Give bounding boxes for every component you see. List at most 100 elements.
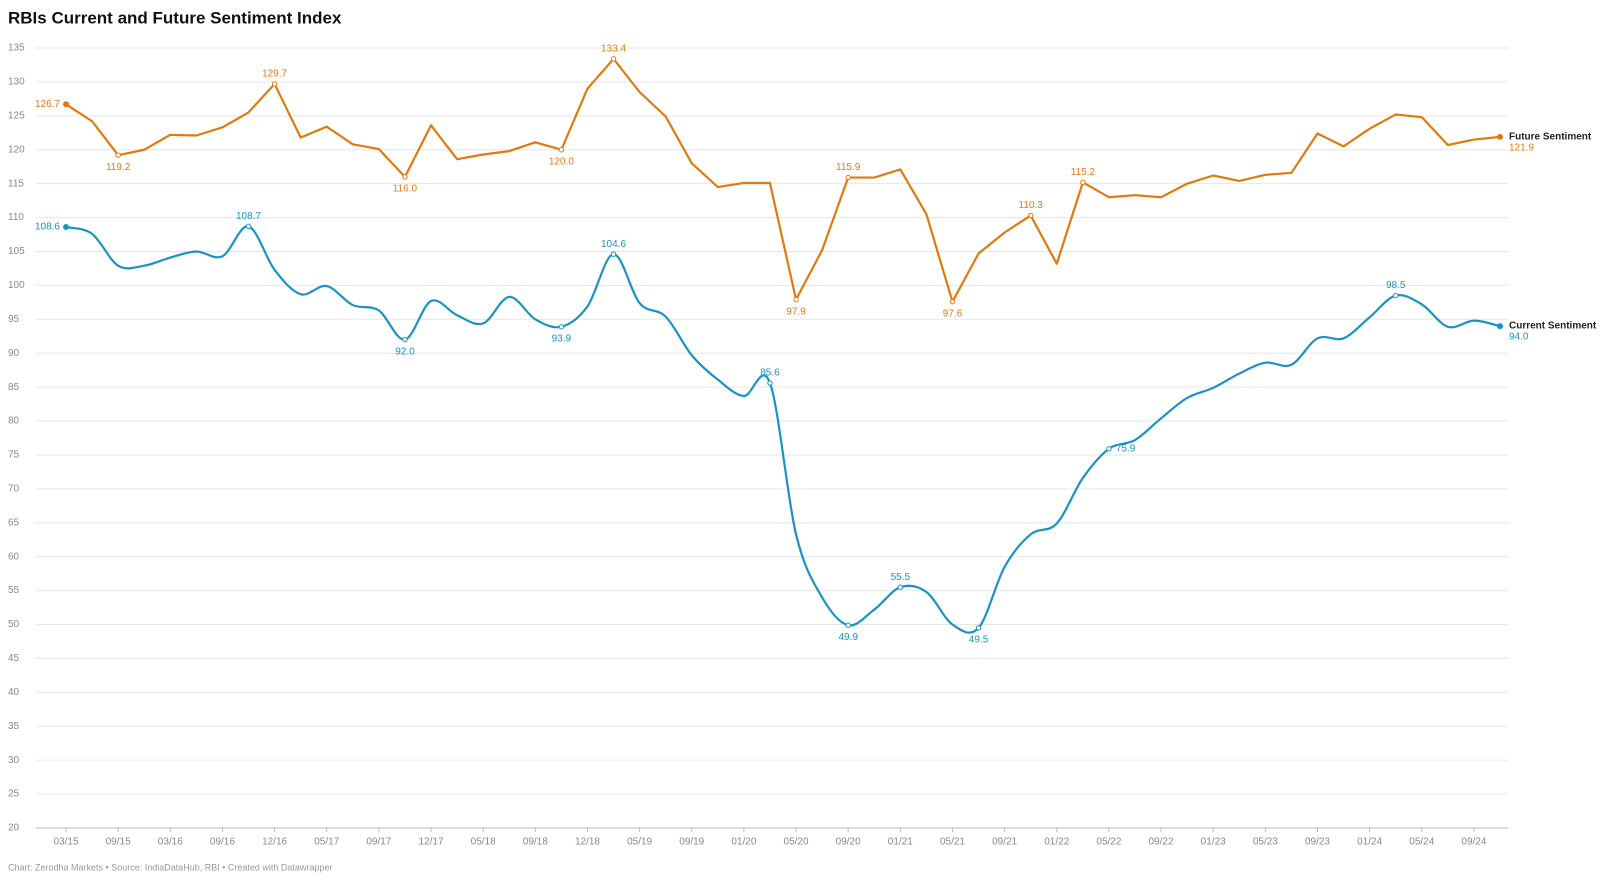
x-tick-label: 09/18	[523, 837, 548, 848]
x-tick-label: 01/20	[731, 837, 756, 848]
y-tick-label: 85	[8, 382, 20, 393]
y-tick-label: 30	[8, 755, 20, 766]
y-tick-label: 110	[8, 212, 24, 223]
label-marker	[558, 324, 565, 330]
value-label: 119.2	[106, 162, 131, 173]
label-marker	[1106, 446, 1112, 452]
y-tick-label: 25	[8, 789, 20, 800]
y-tick-label: 105	[8, 246, 25, 257]
label-marker	[897, 584, 904, 590]
value-label: 126.7	[35, 99, 60, 110]
value-label: 110.3	[1019, 200, 1044, 211]
x-tick-label: 05/20	[784, 837, 809, 848]
y-tick-label: 100	[8, 280, 25, 291]
y-tick-label: 20	[8, 823, 20, 834]
x-tick-label: 09/15	[106, 837, 131, 848]
end-marker	[1497, 133, 1503, 140]
value-label: 93.9	[552, 333, 572, 344]
y-tick-label: 115	[8, 178, 24, 189]
label-marker	[245, 223, 252, 230]
x-tick-label: 05/19	[627, 837, 652, 848]
label-marker	[402, 336, 408, 343]
y-tick-label: 35	[8, 721, 20, 732]
label-marker	[271, 81, 278, 87]
label-marker	[845, 174, 851, 181]
y-tick-label: 70	[8, 484, 20, 495]
y-tick-label: 75	[8, 450, 20, 461]
end-marker	[1497, 323, 1503, 330]
label-marker	[402, 174, 408, 180]
x-tick-label: 09/20	[836, 837, 861, 848]
label-marker	[845, 622, 851, 628]
end-marker	[63, 224, 69, 231]
x-tick-label: 09/16	[210, 837, 235, 848]
chart-title: RBIs Current and Future Sentiment Index	[8, 8, 342, 27]
x-tick-label: 05/24	[1409, 837, 1434, 848]
x-tick-label: 01/21	[888, 837, 913, 848]
y-tick-label: 125	[8, 110, 25, 121]
label-marker	[115, 152, 121, 158]
x-tick-label: 09/19	[679, 837, 704, 848]
x-tick-label: 05/23	[1253, 837, 1278, 848]
x-tick-label: 09/17	[366, 837, 391, 848]
x-tick-label: 09/24	[1461, 837, 1486, 848]
x-tick-label: 12/18	[575, 837, 600, 848]
label-marker	[1027, 212, 1034, 219]
value-label: 97.9	[786, 306, 806, 317]
value-label: 49.5	[969, 635, 989, 646]
value-label: 92.0	[395, 346, 415, 357]
y-tick-label: 65	[8, 517, 20, 528]
value-label: 104.6	[601, 239, 626, 250]
y-tick-label: 45	[8, 653, 20, 664]
chart-source: Chart: Zerodha Markets • Source: IndiaDa…	[8, 862, 332, 872]
x-tick-label: 01/24	[1357, 837, 1382, 848]
value-label: 133.4	[601, 43, 626, 54]
value-label: 94.0	[1509, 332, 1529, 343]
x-tick-label: 09/22	[1149, 837, 1174, 848]
value-label: 85.6	[760, 368, 780, 379]
value-label: 49.9	[838, 632, 858, 643]
x-tick-label: 05/18	[471, 837, 496, 848]
y-tick-label: 130	[8, 77, 25, 88]
series-name: Current Sentiment	[1509, 321, 1597, 332]
value-label: 129.7	[262, 69, 287, 80]
label-marker	[793, 296, 799, 303]
value-label: 108.6	[35, 222, 60, 233]
value-label: 115.2	[1071, 167, 1096, 178]
label-marker	[949, 298, 956, 305]
x-tick-label: 09/23	[1305, 837, 1330, 848]
y-tick-label: 135	[8, 43, 25, 54]
value-label: 97.6	[943, 308, 963, 319]
value-label: 75.9	[1116, 443, 1136, 454]
y-tick-label: 90	[8, 348, 20, 359]
y-tick-label: 80	[8, 416, 20, 427]
x-tick-label: 03/15	[53, 837, 78, 848]
label-marker	[975, 625, 982, 631]
label-marker	[610, 56, 617, 62]
x-tick-label: 12/17	[419, 837, 444, 848]
series-line	[65, 225, 1501, 634]
value-label: 115.9	[836, 162, 861, 173]
y-tick-label: 120	[8, 144, 25, 155]
x-tick-label: 05/21	[940, 837, 965, 848]
y-tick-label: 95	[8, 314, 20, 325]
value-label: 98.5	[1386, 280, 1406, 291]
value-label: 55.5	[891, 572, 911, 583]
y-tick-label: 40	[8, 687, 20, 698]
value-label: 108.7	[236, 211, 261, 222]
end-marker	[63, 101, 69, 108]
label-marker	[1393, 292, 1399, 299]
x-tick-label: 09/21	[992, 837, 1017, 848]
value-label: 121.9	[1509, 142, 1534, 153]
label-marker	[610, 251, 617, 257]
x-tick-label: 01/22	[1044, 837, 1069, 848]
y-tick-label: 50	[8, 619, 20, 630]
label-marker	[1080, 179, 1086, 185]
x-tick-label: 05/22	[1096, 837, 1121, 848]
series-line	[65, 57, 1501, 303]
x-tick-label: 05/17	[314, 837, 339, 848]
value-label: 120.0	[549, 156, 574, 167]
y-tick-label: 55	[8, 585, 20, 596]
